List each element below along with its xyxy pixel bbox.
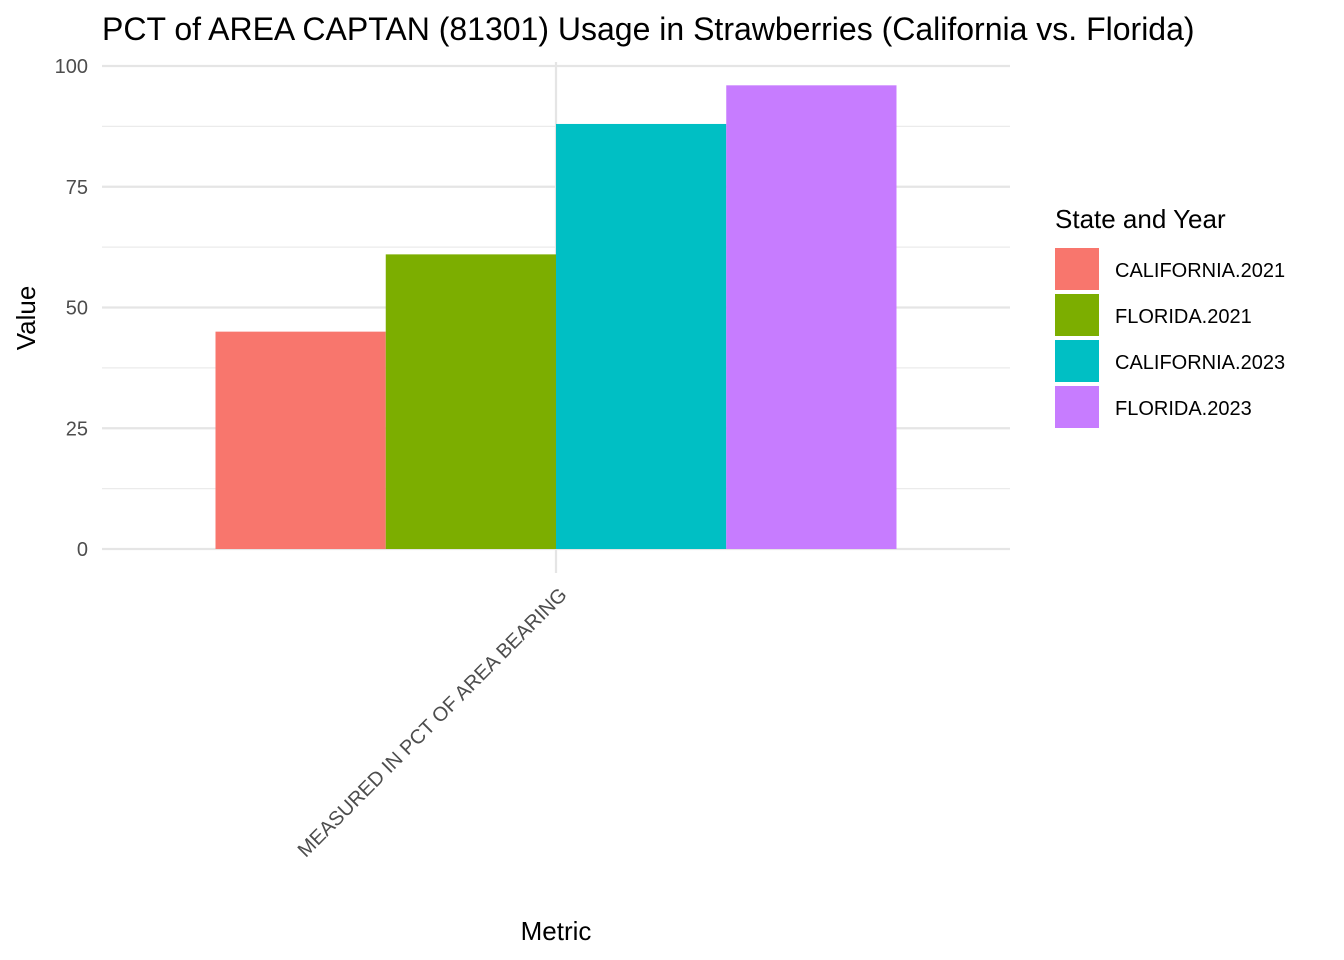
legend-label: CALIFORNIA.2021 [1115, 260, 1285, 282]
legend-label: CALIFORNIA.2023 [1115, 352, 1285, 374]
y-tick-label: 0 [77, 539, 88, 561]
x-axis-ticks: MEASURED IN PCT OF AREA BEARING [294, 584, 572, 862]
legend-swatch [1055, 294, 1099, 336]
y-tick-label: 50 [66, 298, 88, 320]
bars [215, 85, 897, 550]
legend-title: State and Year [1055, 204, 1226, 234]
chart-title: PCT of AREA CAPTAN (81301) Usage in Stra… [102, 11, 1195, 47]
legend-swatch [1055, 340, 1099, 382]
bar-california-2021 [215, 331, 386, 549]
bar-florida-2021 [385, 254, 556, 549]
legend-swatch [1055, 248, 1099, 290]
bar-florida-2023 [726, 85, 897, 549]
y-axis-ticks: 0 25 50 75 100 [55, 56, 88, 561]
y-tick-label: 100 [55, 56, 88, 78]
x-axis-title: Metric [521, 916, 592, 946]
legend-items: CALIFORNIA.2021 FLORIDA.2021 CALIFORNIA.20… [1055, 248, 1285, 428]
y-tick-label: 25 [66, 418, 88, 440]
legend: State and Year CALIFORNIA.2021 FLORIDA.20… [1055, 204, 1285, 428]
bar-california-2023 [556, 123, 727, 550]
y-axis-title: Value [11, 286, 41, 351]
legend-label: FLORIDA.2023 [1115, 398, 1252, 420]
x-tick-label: MEASURED IN PCT OF AREA BEARING [294, 584, 572, 862]
legend-label: FLORIDA.2021 [1115, 306, 1252, 328]
y-tick-label: 75 [66, 177, 88, 199]
legend-swatch [1055, 386, 1099, 428]
